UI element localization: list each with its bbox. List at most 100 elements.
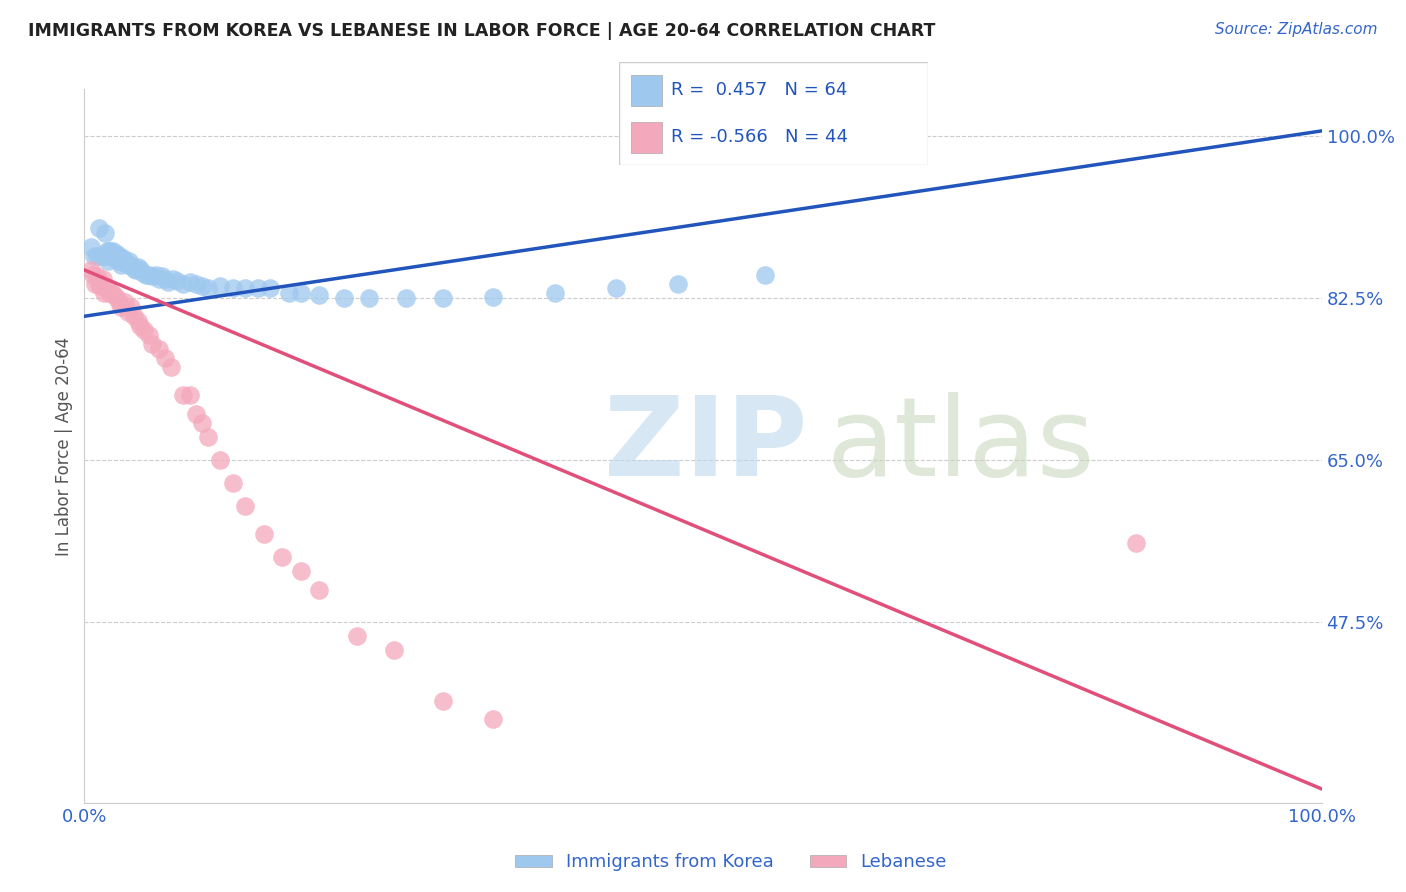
- Point: [132, 323, 155, 337]
- Point: [246, 280, 269, 294]
- Point: [184, 277, 207, 291]
- Text: ZIP: ZIP: [605, 392, 807, 500]
- Point: [122, 262, 145, 277]
- Point: [357, 291, 380, 305]
- Point: [290, 286, 312, 301]
- Point: [148, 342, 170, 356]
- Point: [103, 251, 125, 265]
- Point: [179, 388, 201, 402]
- Point: [172, 277, 194, 291]
- Point: [117, 304, 139, 318]
- Point: [222, 281, 245, 295]
- Point: [93, 286, 115, 301]
- Point: [395, 291, 418, 305]
- Point: [138, 327, 160, 342]
- Point: [184, 407, 207, 421]
- Point: [145, 268, 167, 282]
- Point: [162, 272, 184, 286]
- Point: [138, 268, 160, 282]
- Point: [104, 249, 127, 263]
- Point: [118, 253, 141, 268]
- FancyBboxPatch shape: [619, 62, 928, 165]
- Point: [197, 280, 219, 294]
- Point: [79, 240, 101, 254]
- Point: [100, 249, 122, 263]
- Point: [108, 249, 131, 263]
- Point: [86, 249, 108, 263]
- Point: [166, 274, 188, 288]
- Point: [209, 453, 232, 467]
- Point: [233, 281, 256, 295]
- Point: [101, 244, 124, 259]
- FancyBboxPatch shape: [631, 75, 662, 105]
- Point: [120, 258, 142, 272]
- Point: [290, 564, 312, 578]
- Point: [125, 263, 148, 277]
- Point: [160, 360, 183, 375]
- Point: [83, 249, 105, 263]
- Point: [432, 694, 454, 708]
- Text: R =  0.457   N = 64: R = 0.457 N = 64: [671, 81, 848, 99]
- Point: [233, 500, 256, 514]
- Point: [333, 291, 356, 305]
- Point: [127, 314, 149, 328]
- Point: [111, 251, 134, 265]
- Point: [129, 318, 152, 333]
- Point: [135, 268, 157, 282]
- Point: [754, 268, 776, 282]
- Point: [98, 244, 121, 259]
- Point: [191, 416, 214, 430]
- Text: R = -0.566   N = 44: R = -0.566 N = 44: [671, 128, 848, 146]
- Point: [96, 244, 118, 259]
- Point: [222, 476, 245, 491]
- Point: [82, 268, 104, 282]
- Point: [108, 295, 131, 310]
- Point: [271, 550, 294, 565]
- Point: [543, 286, 565, 301]
- Point: [97, 253, 120, 268]
- Point: [131, 266, 153, 280]
- Legend: Immigrants from Korea, Lebanese: Immigrants from Korea, Lebanese: [508, 847, 955, 879]
- Point: [127, 260, 149, 274]
- Point: [122, 310, 145, 324]
- Point: [308, 288, 330, 302]
- Point: [346, 629, 368, 643]
- Point: [79, 263, 101, 277]
- Point: [91, 249, 114, 263]
- Point: [432, 291, 454, 305]
- Point: [117, 258, 139, 272]
- Point: [172, 388, 194, 402]
- Point: [100, 286, 122, 301]
- Point: [93, 249, 115, 263]
- Point: [120, 300, 142, 314]
- Point: [253, 527, 276, 541]
- Point: [89, 249, 111, 263]
- Point: [259, 281, 281, 295]
- Point: [112, 253, 135, 268]
- Point: [153, 272, 176, 286]
- Point: [308, 582, 330, 597]
- Point: [277, 286, 299, 301]
- Point: [141, 269, 163, 284]
- Point: [105, 291, 128, 305]
- Point: [96, 281, 118, 295]
- Point: [110, 300, 132, 314]
- Point: [91, 272, 114, 286]
- Point: [89, 221, 111, 235]
- Text: IMMIGRANTS FROM KOREA VS LEBANESE IN LABOR FORCE | AGE 20-64 CORRELATION CHART: IMMIGRANTS FROM KOREA VS LEBANESE IN LAB…: [28, 22, 935, 40]
- Y-axis label: In Labor Force | Age 20-64: In Labor Force | Age 20-64: [55, 336, 73, 556]
- Point: [114, 256, 136, 270]
- Text: atlas: atlas: [827, 392, 1095, 500]
- Point: [191, 278, 214, 293]
- Text: Source: ZipAtlas.com: Source: ZipAtlas.com: [1215, 22, 1378, 37]
- Point: [103, 288, 125, 302]
- Point: [481, 290, 503, 304]
- Point: [98, 249, 121, 263]
- Point: [98, 244, 121, 259]
- Point: [153, 351, 176, 365]
- Point: [148, 272, 170, 286]
- Point: [107, 253, 129, 268]
- Point: [110, 258, 132, 272]
- Point: [605, 281, 627, 295]
- Point: [209, 278, 232, 293]
